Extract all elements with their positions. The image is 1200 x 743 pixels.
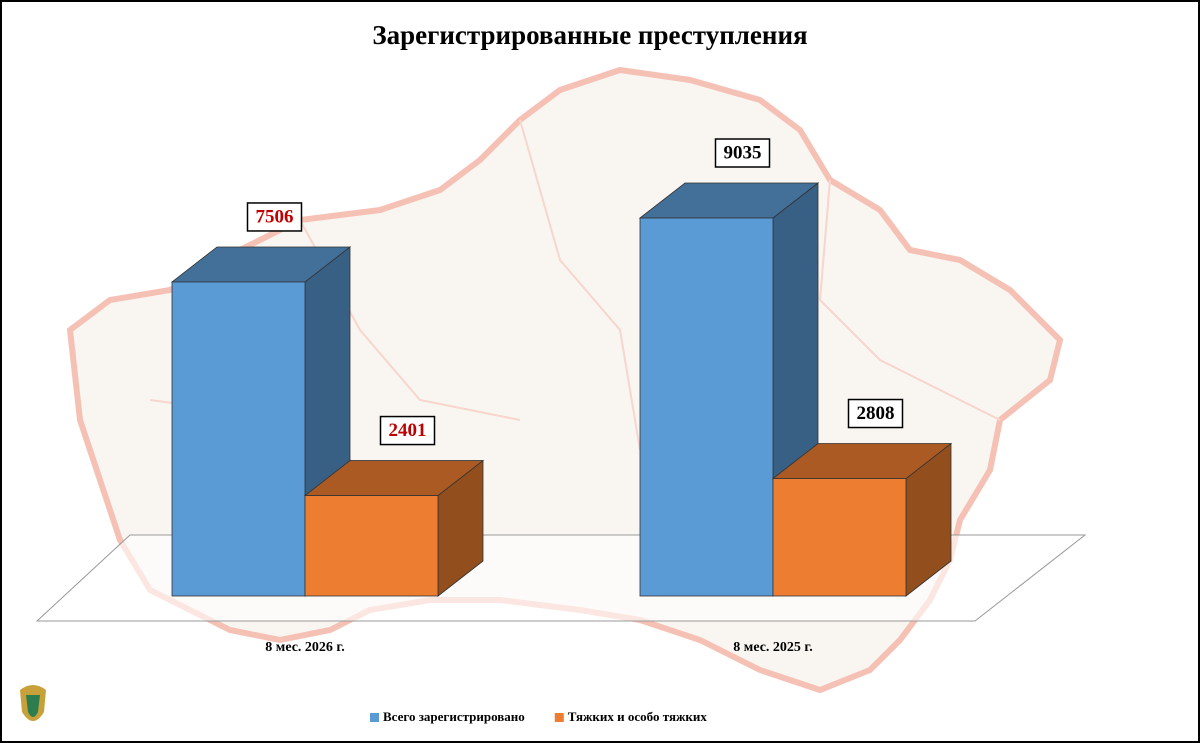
value-label-text: 9035: [724, 142, 762, 163]
value-label-box: [379, 415, 436, 446]
legend-swatch: [554, 713, 564, 722]
legend-item: Тяжких и особо тяжких: [554, 709, 708, 724]
value-label-box: [847, 398, 904, 429]
legend-label: Тяжких и особо тяжких: [568, 709, 708, 724]
value-label: 2401: [379, 415, 436, 446]
bar-front: [171, 281, 306, 597]
bar: [303, 459, 485, 597]
legend-label: Всего зарегистрировано: [383, 709, 525, 724]
value-label-text: 2401: [389, 420, 427, 441]
value-label: 2808: [847, 398, 904, 429]
x-tick-label: 8 мес. 2025 г.: [733, 640, 812, 655]
chart-title: Зарегистрированные преступления: [372, 20, 807, 50]
value-label-box: [714, 138, 771, 168]
logo: [20, 685, 46, 721]
x-tick-label: 8 мес. 2026 г.: [265, 640, 344, 655]
legend-item: Всего зарегистрировано: [370, 709, 525, 724]
legend-swatch: [370, 713, 379, 722]
value-label: 7506: [246, 202, 303, 232]
value-label-text: 7506: [256, 206, 294, 227]
bar: [771, 442, 953, 597]
value-label-box: [246, 202, 303, 232]
bar-front: [304, 495, 439, 597]
value-label: 9035: [714, 138, 771, 168]
bar-front: [639, 217, 774, 597]
value-label-text: 2808: [857, 403, 895, 424]
bar-front: [772, 478, 907, 597]
